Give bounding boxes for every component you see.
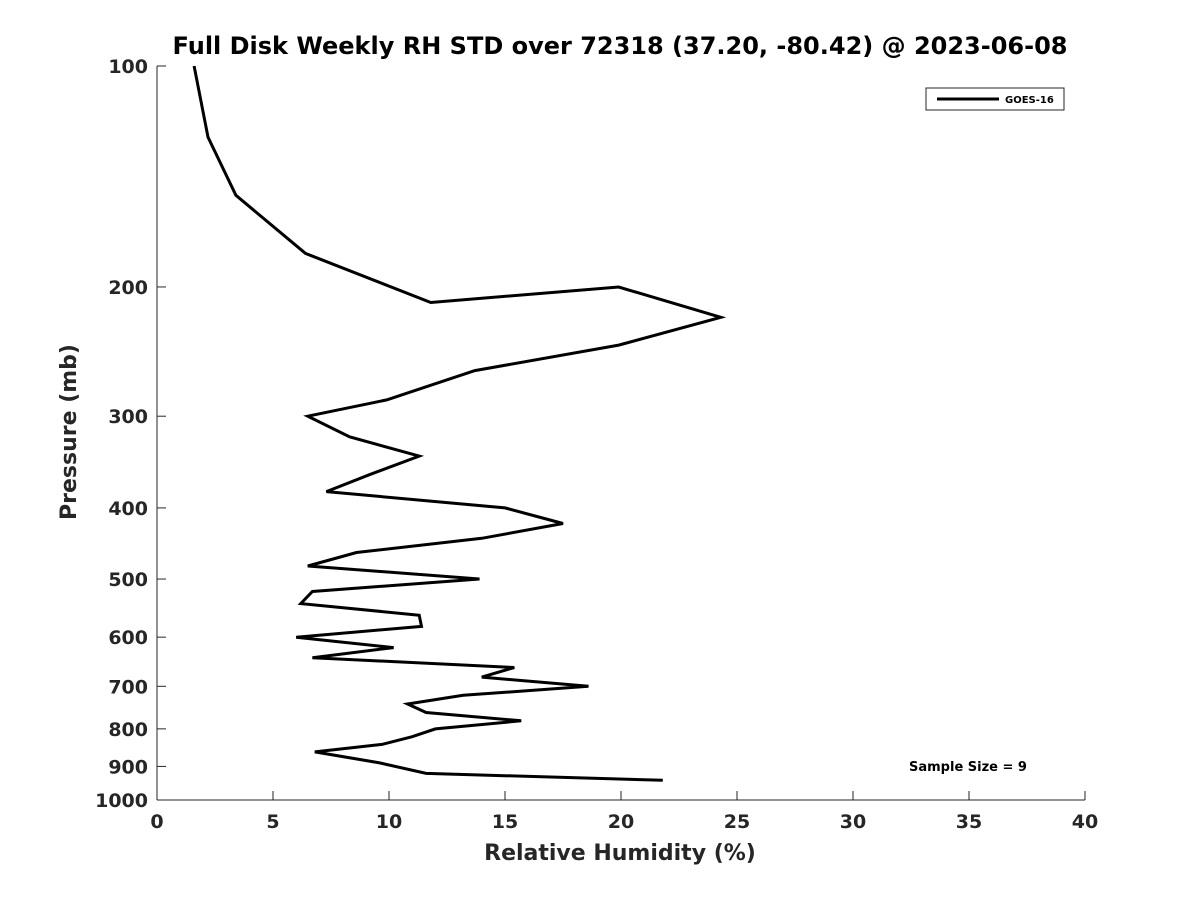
chart-title: Full Disk Weekly RH STD over 72318 (37.2… bbox=[173, 32, 1068, 60]
x-tick-label: 10 bbox=[376, 811, 402, 833]
y-tick-label: 300 bbox=[108, 406, 148, 428]
legend-label-goes-16: GOES-16 bbox=[1005, 95, 1054, 106]
x-tick-label: 0 bbox=[150, 811, 163, 833]
x-tick-label: 20 bbox=[608, 811, 634, 833]
y-tick-label: 200 bbox=[108, 277, 148, 299]
axes bbox=[156, 66, 1085, 801]
x-tick-label: 5 bbox=[266, 811, 279, 833]
y-tick-label: 600 bbox=[108, 627, 148, 649]
series-line-goes-16 bbox=[192, 65, 727, 782]
y-tick-label: 500 bbox=[108, 569, 148, 591]
y-tick-label: 800 bbox=[108, 719, 148, 741]
x-tick-label: 15 bbox=[492, 811, 518, 833]
y-tick-label: 900 bbox=[108, 756, 148, 778]
y-tick-label: 700 bbox=[108, 676, 148, 698]
x-tick-label: 25 bbox=[724, 811, 750, 833]
y-axis-label: Pressure (mb) bbox=[57, 344, 82, 520]
legend: GOES-16 bbox=[925, 87, 1065, 111]
x-tick-label: 40 bbox=[1072, 811, 1098, 833]
x-axis-label: Relative Humidity (%) bbox=[484, 841, 756, 866]
sample-size-annotation: Sample Size = 9 bbox=[909, 760, 1027, 775]
series-group bbox=[192, 65, 727, 782]
y-tick-label: 400 bbox=[108, 498, 148, 520]
x-tick-label: 30 bbox=[840, 811, 866, 833]
x-axis-ticks: 0 5 10 15 20 25 30 35 40 bbox=[150, 791, 1098, 833]
y-tick-label: 100 bbox=[108, 56, 148, 78]
y-tick-label: 1000 bbox=[95, 790, 148, 812]
y-axis-ticks: 100 200 300 400 500 600 700 800 900 1000 bbox=[95, 56, 166, 812]
x-tick-label: 35 bbox=[956, 811, 982, 833]
